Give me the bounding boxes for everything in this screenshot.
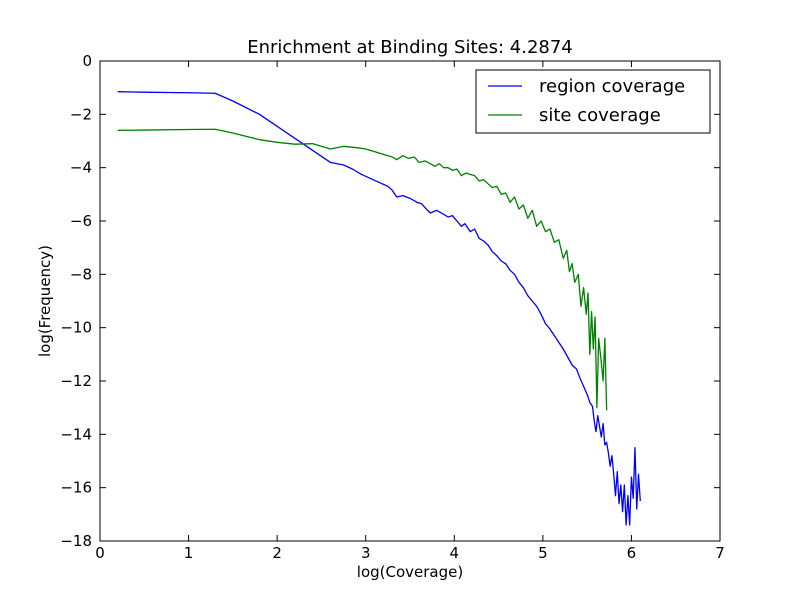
legend-box [475, 69, 711, 134]
x-tick-label: 6 [627, 544, 637, 562]
x-tick-label: 7 [715, 544, 725, 562]
series-line-region-coverage [117, 91, 641, 526]
y-tick-label: −2 [70, 105, 92, 123]
x-tick-label: 5 [538, 544, 548, 562]
series-layer [117, 91, 641, 526]
legend: region coverage site coverage [475, 69, 711, 134]
y-tick-label: −18 [60, 532, 92, 550]
y-tick-label: −4 [70, 159, 92, 177]
y-tick-label: −8 [70, 265, 92, 283]
y-tick-label: −12 [60, 372, 92, 390]
legend-label-site-coverage: site coverage [539, 105, 661, 126]
series-line-site-coverage [117, 128, 608, 411]
x-tick-label: 3 [361, 544, 371, 562]
x-tick-label: 1 [184, 544, 194, 562]
y-tick-label: 0 [82, 52, 92, 70]
chart-title: Enrichment at Binding Sites: 4.2874 [247, 37, 573, 58]
x-tick-label: 4 [450, 544, 460, 562]
x-tick-label: 2 [272, 544, 282, 562]
plot-area-frame [99, 60, 721, 542]
y-axis-label: log(Frequency) [36, 245, 54, 357]
y-tick-label: −16 [60, 479, 92, 497]
y-tick-label: −10 [60, 319, 92, 337]
legend-label-region-coverage: region coverage [539, 76, 685, 97]
y-tick-label: −6 [70, 212, 92, 230]
y-tick-label: −14 [60, 425, 92, 443]
x-tick-label: 0 [95, 544, 105, 562]
x-axis-label: log(Coverage) [357, 563, 463, 581]
